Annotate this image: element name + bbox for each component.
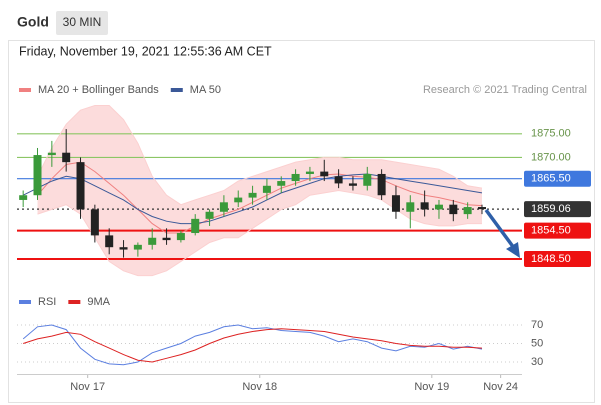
interval-label[interactable]: 30 MIN: [63, 15, 102, 29]
indicator-line: [22, 324, 483, 366]
candle-body: [348, 183, 357, 186]
candle-body: [320, 171, 329, 177]
panel: [8, 40, 595, 403]
candle-body: [406, 202, 415, 212]
forecast-arrow: [484, 208, 516, 250]
timestamp: Friday, November 19, 2021 12:55:36 AM CE…: [19, 44, 272, 58]
candle-body: [205, 211, 214, 219]
candle-body: [133, 244, 142, 250]
price-level-label: 1854.50: [531, 225, 571, 237]
candle-body: [148, 237, 157, 245]
candle-body: [463, 207, 472, 215]
price-level-label: 1865.50: [531, 173, 571, 185]
x-tick-label: Nov 19: [414, 381, 449, 393]
price-level-label: 1870.00: [531, 151, 571, 163]
candle-body: [477, 207, 486, 210]
moving-average: [37, 161, 483, 234]
candle-body: [334, 176, 343, 184]
candle-body: [434, 204, 443, 210]
candle-body: [162, 237, 171, 241]
price-level-label: 1848.50: [531, 253, 571, 265]
legend-label: 9MA: [87, 296, 110, 308]
candle-body: [105, 235, 114, 248]
candle-body: [119, 247, 128, 250]
instrument-title: Gold: [17, 14, 49, 30]
credit: Research © 2021 Trading Central: [423, 84, 587, 96]
candle-body: [19, 195, 28, 200]
candle-body: [291, 173, 300, 182]
candle-body: [277, 181, 286, 186]
legend-swatch: [68, 300, 81, 304]
y-tick-label: 50: [531, 337, 543, 349]
candle-body: [191, 218, 200, 234]
candle-body: [248, 192, 257, 198]
legend-swatch: [19, 300, 31, 304]
band-upper: [37, 105, 483, 206]
rsi-chart: RSI 9MA 70 50 30 Nov 17 Nov 18 Nov 19 Nov 24: [17, 296, 543, 393]
price-level-box: [524, 170, 591, 187]
interval-button[interactable]: [56, 11, 108, 35]
legend-label: MA 20 + Bollinger Bands: [38, 84, 159, 96]
candle-body: [377, 173, 386, 196]
price-level-label: 1875.00: [531, 128, 571, 140]
price-level-box: [524, 222, 591, 239]
legend-swatch: [170, 88, 183, 92]
candle-body: [90, 209, 99, 236]
indicator-line: [23, 328, 483, 363]
legend-label: MA 50: [190, 84, 221, 96]
moving-average: [22, 173, 483, 225]
x-tick-label: Nov 17: [70, 381, 105, 393]
x-tick-label: Nov 24: [483, 381, 518, 393]
legend-swatch: [19, 88, 31, 92]
forecast-arrowhead: [506, 242, 520, 258]
bollinger-band: [37, 105, 482, 276]
candle-body: [76, 162, 85, 210]
candle-body: [305, 171, 314, 174]
candle-body: [262, 185, 271, 193]
candle-body: [363, 173, 372, 186]
y-tick-label: 30: [531, 356, 543, 368]
candle-body: [62, 152, 71, 163]
candle-body: [449, 204, 458, 215]
candle-body: [176, 233, 185, 241]
y-tick-label: 70: [531, 319, 543, 331]
candle-body: [219, 202, 228, 212]
candle-body: [33, 155, 42, 196]
price-level-label: 1859.06: [531, 203, 571, 215]
candle-body: [391, 195, 400, 212]
legend-label: RSI: [38, 296, 56, 308]
candle-body: [47, 152, 56, 156]
candle-body: [420, 202, 429, 210]
x-tick-label: Nov 18: [242, 381, 277, 393]
candle-body: [234, 197, 243, 203]
price-level-box: [524, 251, 591, 268]
price-chart: MA 20 + Bollinger Bands MA 50 1875.00 1870.…: [17, 84, 591, 277]
band-lower: [37, 189, 482, 277]
price-level-box: [524, 201, 591, 218]
